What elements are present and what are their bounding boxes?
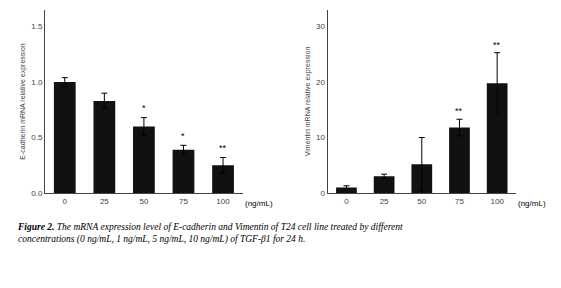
svg-text:50: 50 [139, 197, 148, 206]
svg-text:0.5: 0.5 [31, 133, 43, 142]
svg-text:**: ** [493, 40, 501, 50]
svg-text:75: 75 [455, 197, 464, 206]
svg-text:E-cadherin mRNA relative expre: E-cadherin mRNA relative expression [19, 43, 27, 159]
svg-text:100: 100 [490, 197, 504, 206]
svg-text:1.0: 1.0 [31, 78, 43, 87]
svg-text:50: 50 [417, 197, 426, 206]
svg-text:**: ** [455, 106, 463, 116]
svg-text:0: 0 [344, 197, 349, 206]
svg-text:100: 100 [216, 197, 230, 206]
svg-text:(ng/mL): (ng/mL) [518, 199, 546, 208]
svg-text:*: * [181, 131, 185, 141]
svg-text:*: * [142, 103, 146, 113]
svg-text:0: 0 [63, 197, 68, 206]
svg-text:30: 30 [316, 22, 325, 31]
svg-text:75: 75 [179, 197, 188, 206]
svg-text:0.0: 0.0 [31, 189, 43, 198]
svg-text:Vimentin mRNA relative express: Vimentin mRNA relative expression [304, 47, 312, 157]
svg-text:25: 25 [100, 197, 109, 206]
svg-text:10: 10 [316, 133, 325, 142]
svg-text:0: 0 [321, 189, 326, 198]
svg-text:(ng/mL): (ng/mL) [245, 199, 273, 208]
svg-text:**: ** [219, 143, 227, 153]
svg-text:1.5: 1.5 [31, 22, 43, 31]
svg-text:25: 25 [380, 197, 389, 206]
svg-text:Figure 2. The mRNA expression: Figure 2. The mRNA expression level of E… [17, 222, 403, 245]
svg-text:20: 20 [316, 78, 325, 87]
